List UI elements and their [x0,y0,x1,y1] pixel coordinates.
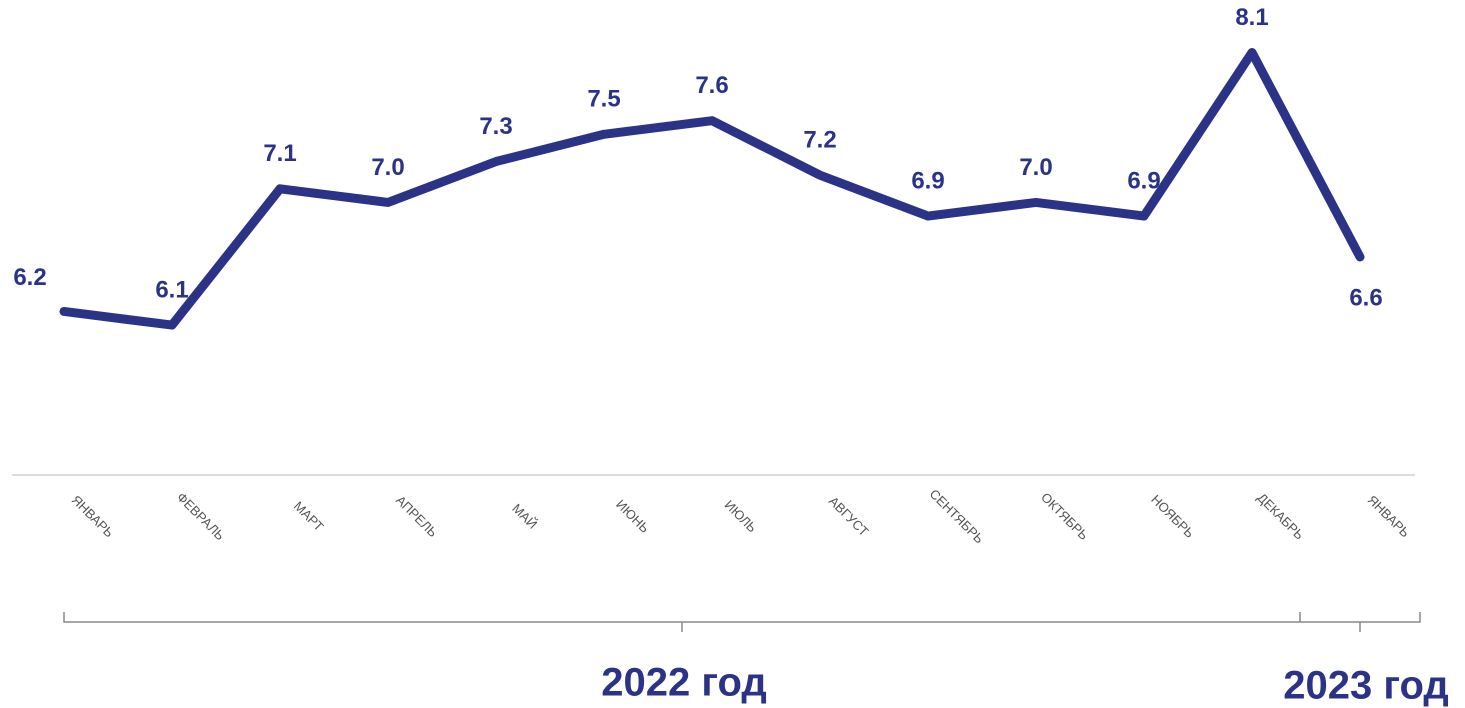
data-label: 8.1 [1235,4,1268,31]
x-tick-label: АВГУСТ [826,493,872,539]
x-tick-label: МАЙ [509,501,540,532]
x-tick-label: ИЮНЬ [613,497,652,536]
line [59,48,1365,330]
group-bracket [63,612,1421,632]
data-label: 7.3 [479,113,512,140]
data-label: 7.5 [587,86,620,113]
x-tick-label: ЯНВАРЬ [1365,492,1413,540]
data-label: 7.6 [695,72,728,99]
x-tick-label: ЯНВАРЬ [69,492,117,540]
group-label: 2022 год [601,661,767,705]
data-label: 7.0 [371,154,404,181]
x-tick-label: АПРЕЛЬ [393,492,441,540]
x-tick-label: ОКТЯБРЬ [1038,490,1091,543]
x-tick-label: ИЮЛЬ [722,497,760,535]
data-label: 7.0 [1019,154,1052,181]
x-tick-label: ДЕКАБРЬ [1254,490,1307,543]
group-label: 2023 год [1283,664,1449,708]
x-tick-label: ФЕВРАЛЬ [174,489,228,543]
data-label: 6.6 [1349,284,1382,311]
data-label: 6.1 [155,276,188,303]
data-label: 7.1 [263,140,296,167]
x-tick-label: МАРТ [291,498,327,534]
data-label: 7.2 [803,127,836,154]
x-tick-label: СЕНТЯБРЬ [927,486,987,546]
data-label: 6.9 [1127,167,1160,194]
data-label: 6.9 [911,167,944,194]
data-label: 6.2 [13,264,46,291]
x-tick-label: НОЯБРЬ [1148,492,1197,541]
